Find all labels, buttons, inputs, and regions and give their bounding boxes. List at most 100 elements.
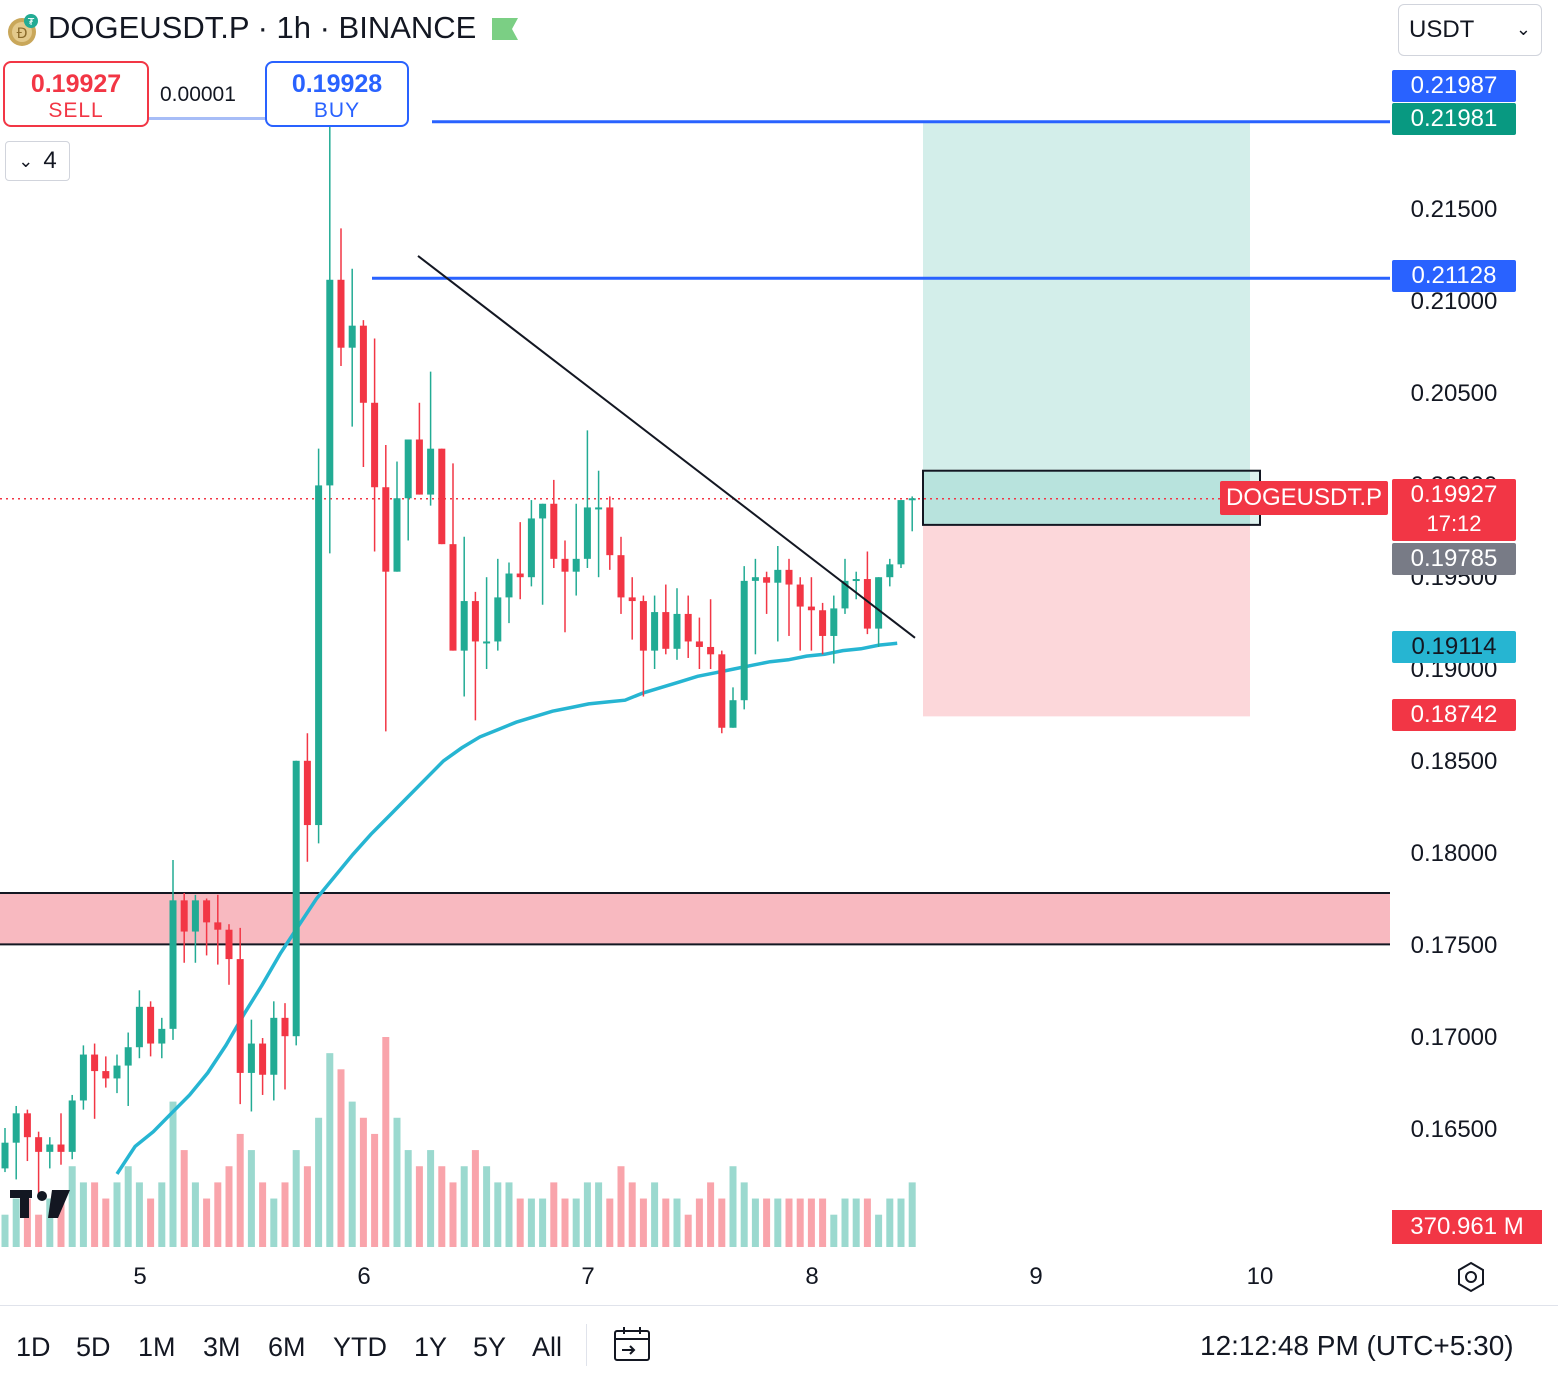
volume-bar [673, 1198, 681, 1247]
candle-body [897, 500, 905, 565]
candle-body [852, 579, 860, 582]
candle-body [259, 1043, 267, 1075]
candle-body [729, 700, 737, 728]
price-axis-label: 0.17500 [1410, 932, 1498, 959]
market-open-flag-icon [492, 18, 518, 40]
time-axis-label: 10 [1246, 1263, 1274, 1290]
bar-countdown: 17:12 [1426, 511, 1482, 536]
go-to-date-calendar-icon[interactable] [612, 1324, 652, 1364]
volume-bar [259, 1182, 267, 1247]
volume-bar [1, 1214, 9, 1247]
timezone-clock[interactable]: 12:12:48 PM (UTC+5:30) [1200, 1330, 1514, 1361]
volume-bar [684, 1214, 692, 1247]
candle-body [147, 1006, 155, 1044]
volume-tag: 370.961 M [1392, 1210, 1542, 1244]
volume-bar [203, 1198, 211, 1247]
candle-body [158, 1028, 166, 1044]
currency-select[interactable]: USDT ⌄ [1398, 4, 1542, 56]
buy-label: BUY [313, 99, 361, 122]
volume-bar [740, 1182, 748, 1247]
volume-bar [595, 1182, 603, 1247]
range-1m-button[interactable]: 1M [138, 1332, 176, 1362]
candle-body [191, 900, 199, 932]
volume-bar [303, 1166, 311, 1247]
volume-bar [393, 1117, 401, 1247]
volume-bar [471, 1150, 479, 1247]
range-ytd-button[interactable]: YTD [333, 1332, 387, 1362]
symbol-price-tag: DOGEUSDT.P [1220, 481, 1388, 515]
price-tag-ma: 0.19114 [1392, 631, 1516, 663]
time-axis-label: 5 [133, 1263, 147, 1290]
volume-bar [561, 1198, 569, 1247]
candle-body [606, 507, 614, 556]
candle-body [68, 1100, 76, 1152]
volume-bar [46, 1198, 54, 1247]
candle-body [35, 1137, 43, 1152]
time-axis-label: 9 [1029, 1263, 1043, 1290]
tradingview-logo-icon[interactable] [8, 1188, 72, 1220]
range-1y-button[interactable]: 1Y [414, 1332, 448, 1362]
volume-bar [651, 1182, 659, 1247]
volume-bar [57, 1198, 65, 1247]
price-tag-entry[interactable]: 0.19785 [1392, 543, 1516, 575]
sell-button[interactable]: 0.19927 SELL [3, 61, 149, 127]
volume-bar [247, 1150, 255, 1247]
volume-bar [23, 1198, 31, 1247]
candle-body [639, 601, 647, 651]
volume-bar [505, 1182, 513, 1247]
price-tag-top[interactable]: 0.21987 [1392, 70, 1516, 102]
buy-button[interactable]: 0.19928 BUY [265, 61, 409, 127]
candle-body [617, 555, 625, 598]
range-5d-button[interactable]: 5D [76, 1332, 111, 1362]
candle-body [303, 760, 311, 826]
candle-body [886, 564, 894, 578]
candle-body [102, 1071, 110, 1079]
candle-body [460, 601, 468, 651]
candle-body [718, 654, 726, 728]
sell-label: SELL [48, 99, 104, 122]
range-all-button[interactable]: All [532, 1332, 563, 1362]
candle-body [662, 612, 670, 649]
candle-body [315, 485, 323, 826]
candle-body [46, 1144, 54, 1152]
volume-bar [785, 1198, 793, 1247]
volume-bar [415, 1166, 423, 1247]
candle-body [427, 448, 435, 495]
range-3m-button[interactable]: 3M [203, 1332, 241, 1362]
volume-bar [135, 1182, 143, 1247]
doge-coin-icon: Ð ₮ [8, 14, 38, 46]
volume-bar [35, 1214, 43, 1247]
candle-body [247, 1043, 255, 1073]
svg-text:Ð: Ð [17, 26, 28, 42]
indicators-toggle-button[interactable]: ⌄ 4 [5, 141, 70, 181]
candle-body [595, 507, 603, 510]
volume-bar [875, 1214, 883, 1247]
symbol-title[interactable]: DOGEUSDT.P · 1h · BINANCE [48, 10, 477, 45]
candle-body [203, 900, 211, 923]
range-6m-button[interactable]: 6M [268, 1332, 306, 1362]
volume-bar [695, 1198, 703, 1247]
volume-bar [539, 1198, 547, 1247]
candle-body [471, 601, 479, 642]
candle-body [124, 1047, 132, 1066]
volume-bar [281, 1182, 289, 1247]
candle-body [673, 613, 681, 649]
candle-body [695, 641, 703, 647]
toolbar-divider [586, 1324, 587, 1366]
volume-bar [852, 1198, 860, 1247]
volume-bar [124, 1166, 132, 1247]
volume-bar [427, 1150, 435, 1247]
candle-body [628, 597, 636, 602]
price-axis-label: 0.21000 [1410, 288, 1498, 315]
range-1d-button[interactable]: 1D [16, 1332, 51, 1362]
price-tag-stop[interactable]: 0.18742 [1392, 699, 1516, 731]
candle-body [292, 760, 300, 1037]
volume-bar [707, 1182, 715, 1247]
price-tag-target[interactable]: 0.21981 [1392, 103, 1516, 135]
price-tag-level[interactable]: 0.21128 [1392, 260, 1516, 292]
settings-gear-icon[interactable] [1454, 1260, 1488, 1294]
range-5y-button[interactable]: 5Y [473, 1332, 507, 1362]
sell-price: 0.19927 [30, 70, 122, 98]
volume-bar [617, 1166, 625, 1247]
